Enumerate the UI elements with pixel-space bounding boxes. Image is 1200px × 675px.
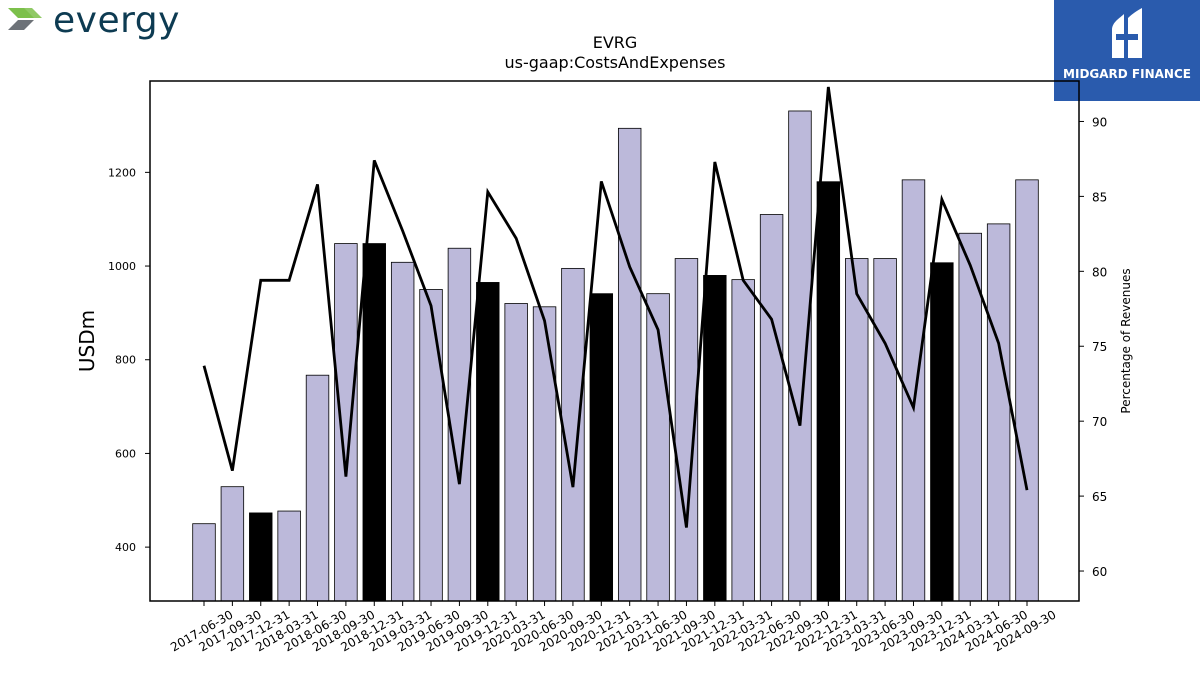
bar [873,258,897,602]
bar [192,523,216,602]
y-tick-label: 800 [115,354,136,367]
y2-tick-label: 70 [1092,415,1107,429]
bar [249,512,273,602]
bar [504,303,528,602]
chart-title: EVRG [593,33,638,52]
bar [334,243,358,602]
evergy-logo: evergy [6,0,196,44]
bar [930,262,954,602]
y-tick-label: 1200 [108,166,136,179]
bar [986,223,1011,602]
bar [617,127,642,602]
y2-tick-label: 65 [1092,490,1107,504]
y-tick-label: 600 [115,447,136,460]
bar [390,261,415,602]
bar [362,243,386,602]
y-tick-label: 400 [115,541,136,554]
y2-tick-label: 75 [1092,340,1107,354]
y2-tick-label: 85 [1092,190,1107,204]
midgard-finance-text: MIDGARD FINANCE [1063,67,1191,81]
bar [305,374,330,602]
y-tick-label: 1000 [108,260,136,273]
plot-area: 40060080010001200606570758085902017-06-3… [108,86,1107,654]
bar [646,293,670,602]
y2-tick-label: 60 [1092,565,1107,579]
plot-frame [149,80,1080,602]
bar [277,510,301,602]
bar [816,181,841,602]
bar [759,214,784,602]
midgard-icon [1112,8,1142,58]
y2-tick-label: 80 [1092,265,1107,279]
bar [220,486,245,602]
bar [476,282,500,602]
bar [419,289,443,602]
percentage-line [202,86,1029,528]
y-axis-label: USDm [75,310,99,372]
bar [731,279,755,602]
bar [589,293,614,602]
bar [447,247,472,602]
evergy-chevron-icon [8,8,42,30]
chart-subtitle: us-gaap:CostsAndExpenses [505,53,726,72]
y2-tick-label: 90 [1092,115,1107,129]
bar [1015,179,1039,602]
y2-axis-label: Percentage of Revenues [1119,268,1133,413]
midgard-finance-badge: MIDGARD FINANCE [1054,0,1200,101]
bar [788,110,812,602]
evergy-logo-text: evergy [53,0,180,41]
bar [532,306,557,602]
bar [703,275,727,602]
